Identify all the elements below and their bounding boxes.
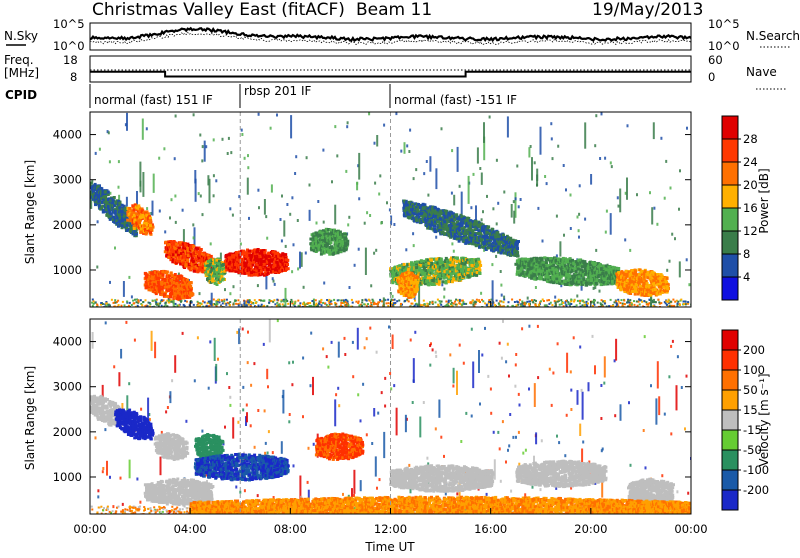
velocity-panel: 1000 2000 3000 4000 — [53, 319, 695, 532]
power-colorbar-band-3 — [722, 208, 738, 231]
velocity-heatmap — [90, 319, 695, 532]
noise-tick-top-right: 10^5 — [708, 17, 740, 31]
time-tick-3: 12:00 — [374, 522, 407, 536]
cpid-segment-2: rbsp 201 IF — [244, 84, 311, 98]
time-tick-0: 00:00 — [73, 522, 106, 536]
power-colorbar-tick-1: 8 — [743, 247, 750, 261]
cpid-row: normal (fast) 151 IF rbsp 201 IF normal … — [90, 84, 517, 108]
power-colorbar: 4 8 12 16 20 24 28 — [722, 116, 758, 300]
power-colorbar-tick-2: 12 — [743, 224, 758, 238]
velocity-colorbar-band-4 — [722, 410, 738, 430]
velocity-colorbar-band-2 — [722, 450, 738, 470]
time-tick-5: 20:00 — [574, 522, 607, 536]
velocity-colorbar-tick-2: 50 — [743, 383, 758, 397]
power-colorbar-tick-0: 4 — [743, 270, 750, 284]
time-axis-label: Time UT — [364, 540, 415, 554]
time-tick-4: 16:00 — [474, 522, 507, 536]
power-range-tick-2: 3000 — [53, 173, 82, 187]
noise-tick-bottom-right: 10^0 — [708, 39, 740, 53]
velocity-colorbar-band-6 — [722, 370, 738, 390]
velocity-range-tick-1: 2000 — [53, 425, 82, 439]
frequency-trace — [90, 72, 691, 77]
power-colorbar-tick-3: 16 — [743, 201, 758, 215]
velocity-range-tick-3: 4000 — [53, 335, 82, 349]
nsearch-label: N.Search — [746, 29, 800, 43]
power-colorbar-tick-4: 20 — [743, 178, 758, 192]
power-colorbar-tick-6: 28 — [743, 132, 758, 146]
power-colorbar-band-6 — [722, 139, 738, 162]
velocity-colorbar-tick-0: 200 — [743, 343, 765, 357]
power-range-tick-0: 1000 — [53, 263, 82, 277]
power-colorbar-band-4 — [722, 185, 738, 208]
cpid-label: CPID — [5, 88, 37, 102]
time-tick-6: 00:00 — [674, 522, 707, 536]
power-panel: 1000 2000 3000 4000 — [53, 112, 692, 325]
nave-tick-bottom: 0 — [708, 70, 715, 84]
power-colorbar-band-2 — [722, 231, 738, 254]
station-title: Christmas Valley East (fitACF) — [92, 0, 345, 20]
velocity-colorbar-band-5 — [722, 390, 738, 410]
velocity-colorbar-band-0 — [722, 490, 738, 510]
freq-label: Freq. — [4, 53, 34, 67]
velocity-colorbar-label: Velocity [m s⁻¹] — [757, 373, 771, 466]
power-colorbar-label: Power [dB] — [757, 168, 771, 233]
time-tick-2: 08:00 — [274, 522, 307, 536]
velocity-colorbar-band-1 — [722, 470, 738, 490]
time-tick-1: 04:00 — [174, 522, 207, 536]
power-range-axis-label: Slant Range [km] — [23, 160, 37, 264]
velocity-colorbar-band-3 — [722, 430, 738, 450]
velocity-range-tick-2: 3000 — [53, 380, 82, 394]
freq-tick-bottom: 8 — [70, 70, 77, 84]
freq-unit-label: [MHz] — [4, 66, 39, 80]
cpid-segment-3: normal (fast) -151 IF — [394, 93, 517, 107]
power-colorbar-band-0 — [722, 277, 738, 300]
noise-panel — [90, 23, 691, 50]
noise-tick-bottom: 10^0 — [53, 39, 85, 53]
power-range-tick-1: 2000 — [53, 218, 82, 232]
velocity-range-tick-0: 1000 — [53, 470, 82, 484]
noise-tick-top: 10^5 — [53, 17, 85, 31]
nsky-label: N.Sky — [4, 29, 38, 43]
power-colorbar-tick-5: 24 — [743, 155, 758, 169]
frequency-panel — [90, 56, 691, 82]
power-colorbar-band-5 — [722, 162, 738, 185]
power-colorbar-band-1 — [722, 254, 738, 277]
velocity-range-axis-label: Slant Range [km] — [23, 366, 37, 470]
freq-tick-top: 18 — [63, 53, 78, 67]
nave-tick-top: 60 — [708, 53, 723, 67]
velocity-colorbar-band-7 — [722, 350, 738, 370]
date-label: 19/May/2013 — [592, 0, 704, 20]
beam-label: Beam 11 — [356, 0, 432, 20]
velocity-colorbar-tick-3: 15 — [743, 403, 758, 417]
velocity-colorbar-tick-7: -200 — [743, 483, 769, 497]
power-range-tick-3: 4000 — [53, 128, 82, 142]
power-heatmap — [89, 112, 693, 325]
nave-label: Nave — [746, 65, 777, 79]
power-colorbar-band-7 — [722, 116, 738, 139]
cpid-segment-1: normal (fast) 151 IF — [94, 93, 213, 107]
velocity-colorbar-band-8 — [722, 330, 738, 350]
